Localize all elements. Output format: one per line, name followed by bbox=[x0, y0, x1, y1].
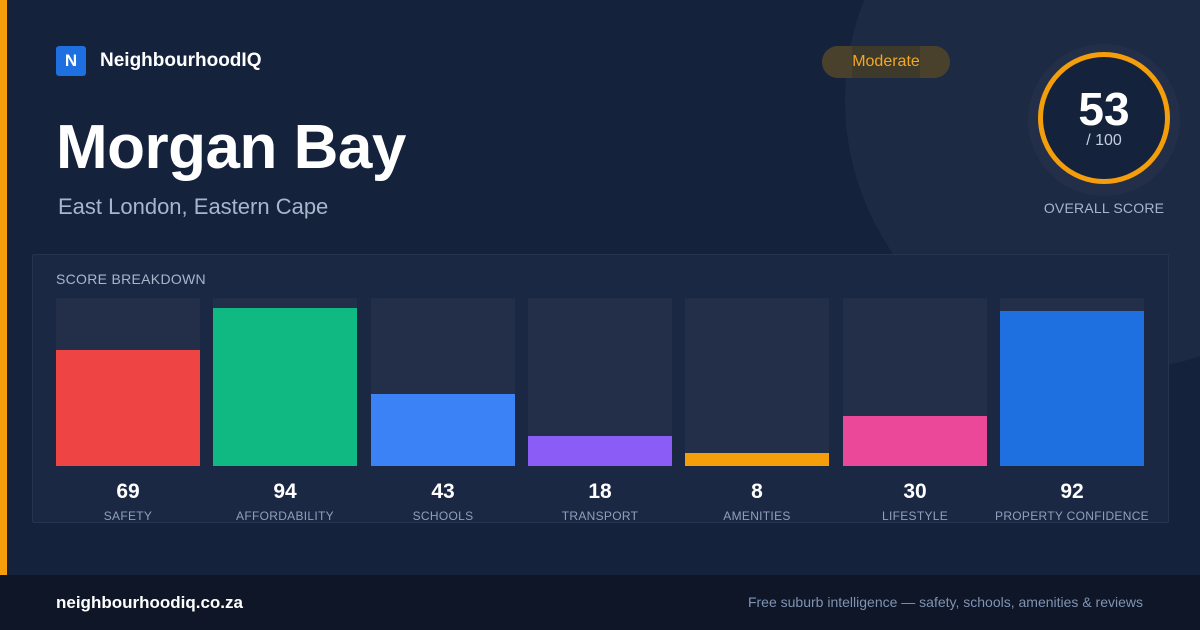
rating-badge-label: Moderate bbox=[852, 53, 920, 70]
bar-label: AMENITIES bbox=[723, 509, 791, 523]
brand-name: NeighbourhoodIQ bbox=[100, 50, 262, 71]
bar-track bbox=[213, 298, 357, 466]
bar-track bbox=[685, 298, 829, 466]
footer: neighbourhoodiq.co.za Free suburb intell… bbox=[0, 575, 1200, 630]
overall-score-label: OVERALL SCORE bbox=[1043, 200, 1165, 216]
bar-value: 30 bbox=[903, 480, 927, 503]
bar-track bbox=[371, 298, 515, 466]
bar-label: AFFORDABILITY bbox=[236, 509, 334, 523]
bar-value: 43 bbox=[431, 480, 455, 503]
bar-track bbox=[843, 298, 987, 466]
overall-score-ring-outline bbox=[1038, 52, 1170, 184]
share-card: N NeighbourhoodIQ Morgan Bay East London… bbox=[0, 0, 1180, 575]
bar-value: 8 bbox=[751, 480, 763, 503]
location-subtitle: East London, Eastern Cape bbox=[58, 194, 329, 219]
footer-tagline: Free suburb intelligence — safety, schoo… bbox=[747, 594, 1143, 610]
accent-bar bbox=[0, 0, 7, 575]
bar-fill bbox=[213, 308, 357, 466]
bar-value: 92 bbox=[1060, 480, 1084, 503]
overall-score-max: / 100 bbox=[1086, 132, 1122, 149]
bar-label: PROPERTY CONFIDENCE bbox=[995, 509, 1149, 523]
bar-value: 69 bbox=[116, 480, 140, 503]
bar-label: LIFESTYLE bbox=[881, 509, 949, 523]
brand-logo-icon: N bbox=[56, 46, 86, 76]
bar-fill bbox=[371, 394, 515, 466]
footer-url[interactable]: neighbourhoodiq.co.za bbox=[56, 593, 243, 612]
bar-label: SAFETY bbox=[103, 509, 153, 523]
overall-score-ring bbox=[1028, 44, 1180, 196]
bar-fill bbox=[685, 453, 829, 466]
bar-track bbox=[528, 298, 672, 466]
page-title: Morgan Bay bbox=[56, 113, 406, 182]
rating-badge: Moderate bbox=[822, 46, 950, 78]
bar-value: 18 bbox=[588, 480, 612, 503]
bar-fill bbox=[528, 436, 672, 466]
bar-fill bbox=[56, 350, 200, 466]
brand: N NeighbourhoodIQ bbox=[56, 46, 261, 76]
bar-label: SCHOOLS bbox=[412, 509, 474, 523]
bar-label: TRANSPORT bbox=[561, 509, 639, 523]
score-breakdown-title: SCORE BREAKDOWN bbox=[56, 271, 206, 287]
bar-value: 94 bbox=[273, 480, 297, 503]
bar-track bbox=[56, 298, 200, 466]
overall-score-value: 53 bbox=[1078, 83, 1130, 135]
bar-fill bbox=[843, 416, 987, 466]
bar-track bbox=[1000, 298, 1144, 466]
bar-fill bbox=[1000, 311, 1144, 466]
